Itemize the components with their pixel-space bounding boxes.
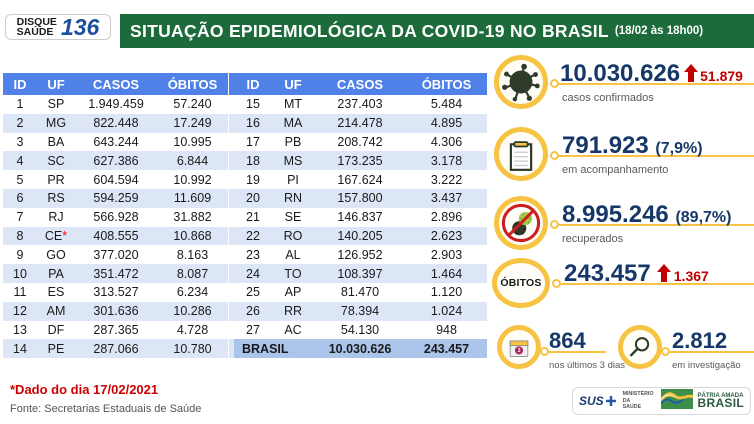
- svg-text:3: 3: [518, 348, 521, 354]
